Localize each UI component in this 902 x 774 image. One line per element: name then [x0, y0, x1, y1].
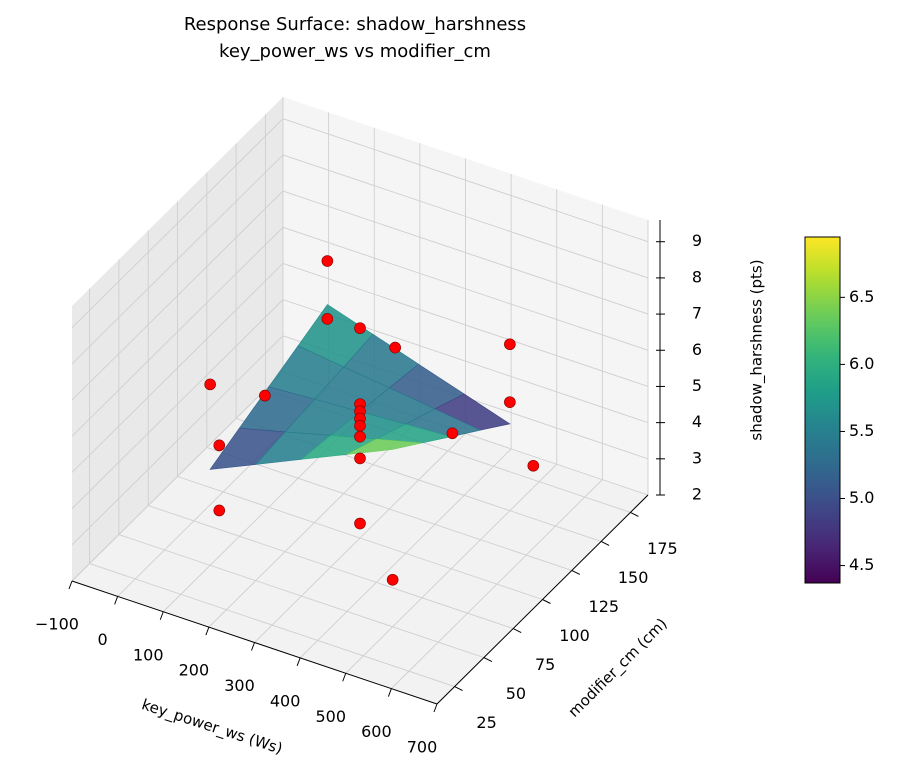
data-point — [504, 396, 516, 408]
x-tick-label: 0 — [98, 630, 108, 649]
y-tick-label: 125 — [589, 597, 620, 616]
grid-line — [71, 371, 284, 582]
colorbar-tick-label: 5.5 — [849, 421, 874, 440]
data-point — [446, 427, 459, 440]
x-tick — [159, 611, 164, 620]
grid-line — [177, 476, 543, 600]
data-point — [354, 452, 366, 465]
y-tick — [630, 511, 639, 517]
y-tick-label: 150 — [618, 568, 649, 587]
y-tick — [542, 599, 551, 604]
y-tick-label: 50 — [506, 684, 526, 703]
y-tick-label: 25 — [476, 713, 496, 732]
data-point — [354, 420, 366, 432]
chart-subtitle: key_power_ws vs modifier_cm — [219, 41, 491, 62]
z-tick-label: 9 — [692, 231, 702, 250]
data-point — [213, 504, 226, 517]
grid-line — [71, 226, 284, 437]
x-tick — [296, 657, 301, 667]
data-point — [321, 313, 334, 325]
x-axis-line — [71, 580, 438, 705]
colorbar-tick-label: 4.5 — [849, 555, 874, 574]
x-tick-label: 400 — [270, 691, 301, 710]
y-tick — [483, 657, 493, 663]
x-tick — [114, 596, 119, 605]
data-point — [527, 459, 540, 472]
x-tick-label: −100 — [35, 615, 79, 634]
data-point — [389, 341, 401, 354]
grid-line — [71, 299, 284, 509]
grid-line — [71, 118, 284, 329]
x-tick-label: 100 — [133, 645, 164, 664]
y-tick — [600, 540, 610, 546]
grid-line — [282, 263, 649, 387]
x-tick — [433, 703, 438, 713]
data-point — [259, 389, 271, 402]
data-point — [354, 322, 366, 334]
y-tick — [512, 628, 522, 633]
data-point — [204, 378, 216, 391]
z-axis-label: shadow_harshness (pts) — [748, 259, 767, 440]
z-tick-label: 7 — [692, 304, 702, 323]
z-tick-label: 8 — [692, 267, 702, 286]
x-tick-label: 600 — [361, 722, 392, 741]
z-tick-label: 5 — [692, 376, 702, 395]
x-tick — [251, 642, 255, 651]
data-point — [321, 255, 334, 267]
colorbar-tick-label: 6.5 — [849, 287, 874, 306]
z-tick-label: 2 — [692, 485, 702, 504]
z-tick-label: 6 — [692, 340, 702, 359]
data-point — [354, 430, 366, 443]
y-tick-label: 75 — [535, 655, 555, 674]
colorbar-tick-label: 6.0 — [849, 354, 874, 373]
grid-line — [89, 563, 455, 688]
grid-line — [118, 534, 485, 658]
y-axis-line — [436, 494, 649, 705]
x-tick-label: 300 — [224, 676, 255, 695]
x-tick-label: 500 — [315, 707, 346, 726]
grid-line — [282, 190, 649, 315]
grid-line — [71, 154, 284, 365]
data-point — [504, 338, 516, 351]
colorbar — [804, 236, 841, 584]
colorbar-tick-label: 5.0 — [849, 488, 874, 507]
y-tick-label: 100 — [559, 626, 590, 645]
z-tick-label: 4 — [692, 412, 702, 431]
data-point — [213, 439, 226, 452]
x-tick-label: 700 — [407, 738, 438, 757]
grid-line — [71, 263, 284, 473]
grid-line — [282, 226, 649, 351]
x-axis-label: key_power_ws (Ws) — [139, 695, 285, 758]
y-tick — [571, 570, 581, 575]
x-tick — [68, 580, 73, 590]
grid-line — [282, 154, 649, 279]
grid-line — [282, 118, 649, 243]
x-tick — [342, 673, 347, 682]
x-tick-label: 200 — [179, 661, 210, 680]
data-point — [386, 573, 399, 586]
grid-line — [206, 447, 572, 571]
y-tick-label: 175 — [647, 539, 678, 558]
x-tick — [387, 688, 392, 697]
grid-line — [148, 505, 514, 629]
y-tick — [454, 686, 463, 692]
surface-patch — [346, 438, 422, 455]
data-point — [354, 517, 366, 530]
chart-title: Response Surface: shadow_harshness — [184, 14, 526, 35]
z-tick-label: 3 — [692, 448, 702, 467]
grid-line — [71, 335, 284, 546]
grid-line — [71, 190, 284, 401]
x-tick — [205, 626, 210, 636]
